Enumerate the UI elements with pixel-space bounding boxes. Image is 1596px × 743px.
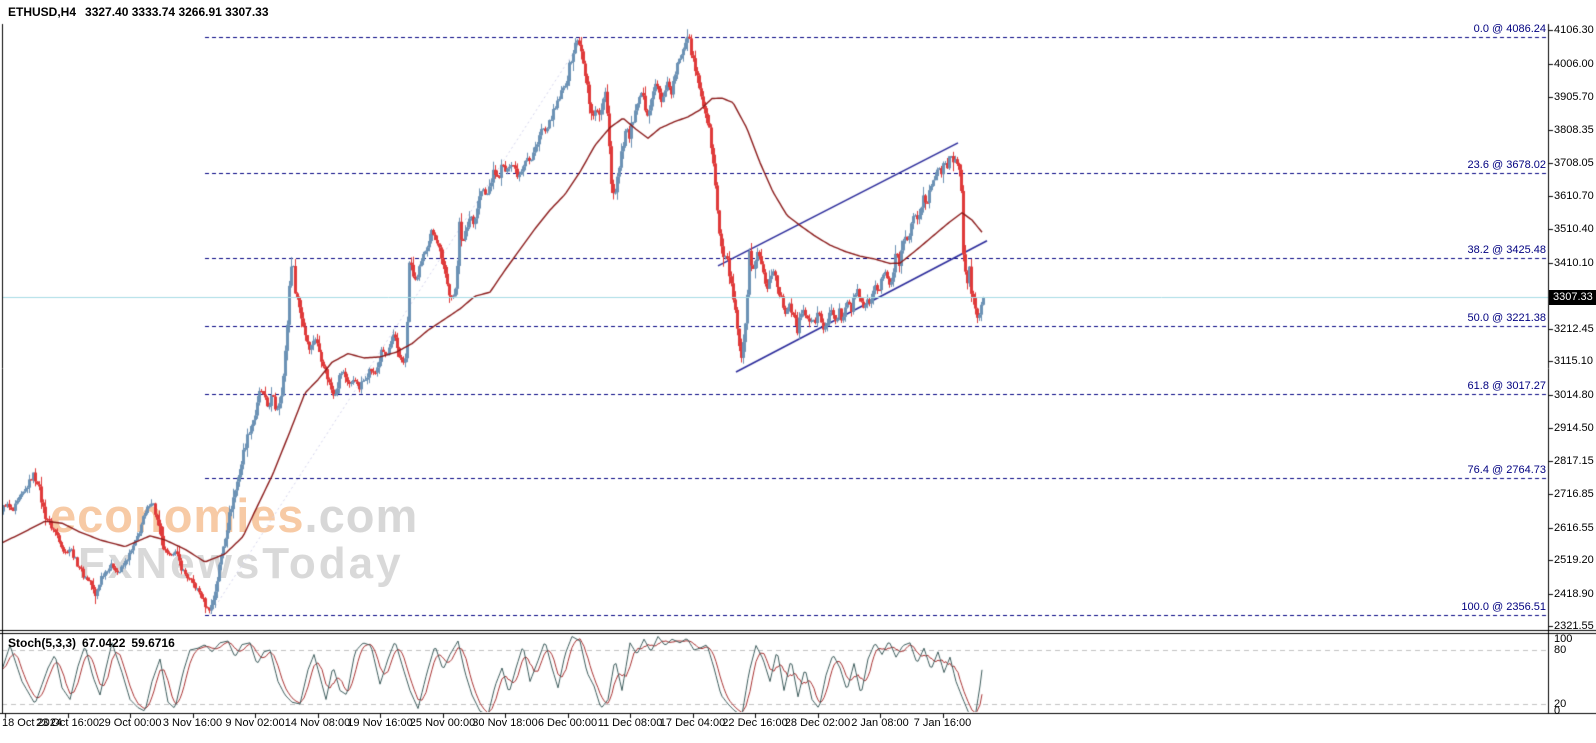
time-axis[interactable]: 18 Oct 2024 23 Oct 16:00 29 Oct 00:00 3 Nov… [0,716,1596,743]
price-tick-label: 3014.80 [1554,388,1594,401]
stochastic-d-value: 59.6716 [131,636,175,650]
price-tick-label: 2418.90 [1554,587,1594,600]
price-tick-label: 3808.35 [1554,123,1594,136]
price-axis[interactable]: 4106.30 4006.00 3905.70 3808.35 3708.05 3610.… [1548,0,1596,717]
price-tick-label: 3905.70 [1554,91,1594,104]
ohlc-values: 3327.40 3333.74 3266.91 3307.33 [85,5,269,19]
stochastic-label: Stoch(5,3,3) 67.0422 59.6716 [8,636,181,650]
time-tick-label: 7 Jan 16:00 [913,717,972,729]
price-tick-label: 4106.30 [1554,24,1594,37]
price-tick-label: 3115.10 [1554,355,1593,368]
time-tick-label: 9 Nov 02:00 [225,717,285,729]
time-tick-label: 28 Dec 02:00 [784,717,851,729]
time-tick-label: 23 Oct 16:00 [36,717,99,729]
price-tick-label: 2817.15 [1554,454,1594,467]
time-tick-label: 25 Nov 00:00 [409,717,476,729]
stoch-scale-label: 20 [1554,698,1567,710]
price-tick-label: 3510.40 [1554,223,1594,236]
price-tick-label: 4006.00 [1554,57,1594,70]
time-tick-label: 11 Dec 08:00 [597,717,663,729]
time-tick-label: 2 Jan 08:00 [851,717,909,729]
symbol-period-label: ETHUSD,H4 [8,5,77,19]
stoch-scale-label: 100 [1554,633,1573,645]
time-tick-label: 6 Dec 00:00 [537,717,598,729]
price-tick-label: 2616.55 [1554,521,1594,534]
time-tick-label: 22 Dec 16:00 [722,717,788,729]
price-tick-label: 3708.05 [1554,157,1594,170]
current-price-tag: 3307.33 [1549,289,1596,305]
price-tick-label: 3410.10 [1554,256,1594,269]
panel-resize-handle[interactable] [0,629,1548,635]
price-tick-label: 2716.85 [1554,488,1594,501]
time-tick-label: 18 Oct 2024 [2,717,62,729]
time-tick-label: 29 Oct 00:00 [98,717,162,729]
time-tick-label: 17 Dec 04:00 [659,717,726,729]
stochastic-name: Stoch(5,3,3) [8,636,77,650]
time-tick-label: 14 Nov 08:00 [284,717,351,729]
price-tick-label: 3610.70 [1554,189,1594,202]
time-tick-label: 19 Nov 16:00 [347,717,413,729]
chart-title: ETHUSD,H4 3327.40 3333.74 3266.91 3307.33 [8,5,269,19]
stoch-scale-label: 80 [1554,644,1567,656]
time-tick-label: 3 Nov 16:00 [162,717,223,729]
price-tick-label: 3212.45 [1554,322,1594,335]
price-tick-label: 2321.55 [1554,620,1594,633]
price-tick-label: 2914.50 [1554,422,1594,435]
time-tick-label: 30 Nov 18:00 [472,717,538,729]
price-tick-label: 2519.20 [1554,554,1594,567]
stoch-scale-label: 0 [1554,705,1561,717]
stochastic-k-value: 67.0422 [82,636,126,650]
